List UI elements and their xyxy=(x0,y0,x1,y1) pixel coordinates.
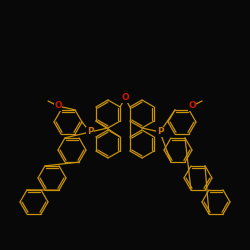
Text: O: O xyxy=(121,94,129,102)
Text: P: P xyxy=(157,128,163,136)
Text: O: O xyxy=(54,102,62,110)
Text: P: P xyxy=(87,128,93,136)
Text: O: O xyxy=(188,102,196,110)
